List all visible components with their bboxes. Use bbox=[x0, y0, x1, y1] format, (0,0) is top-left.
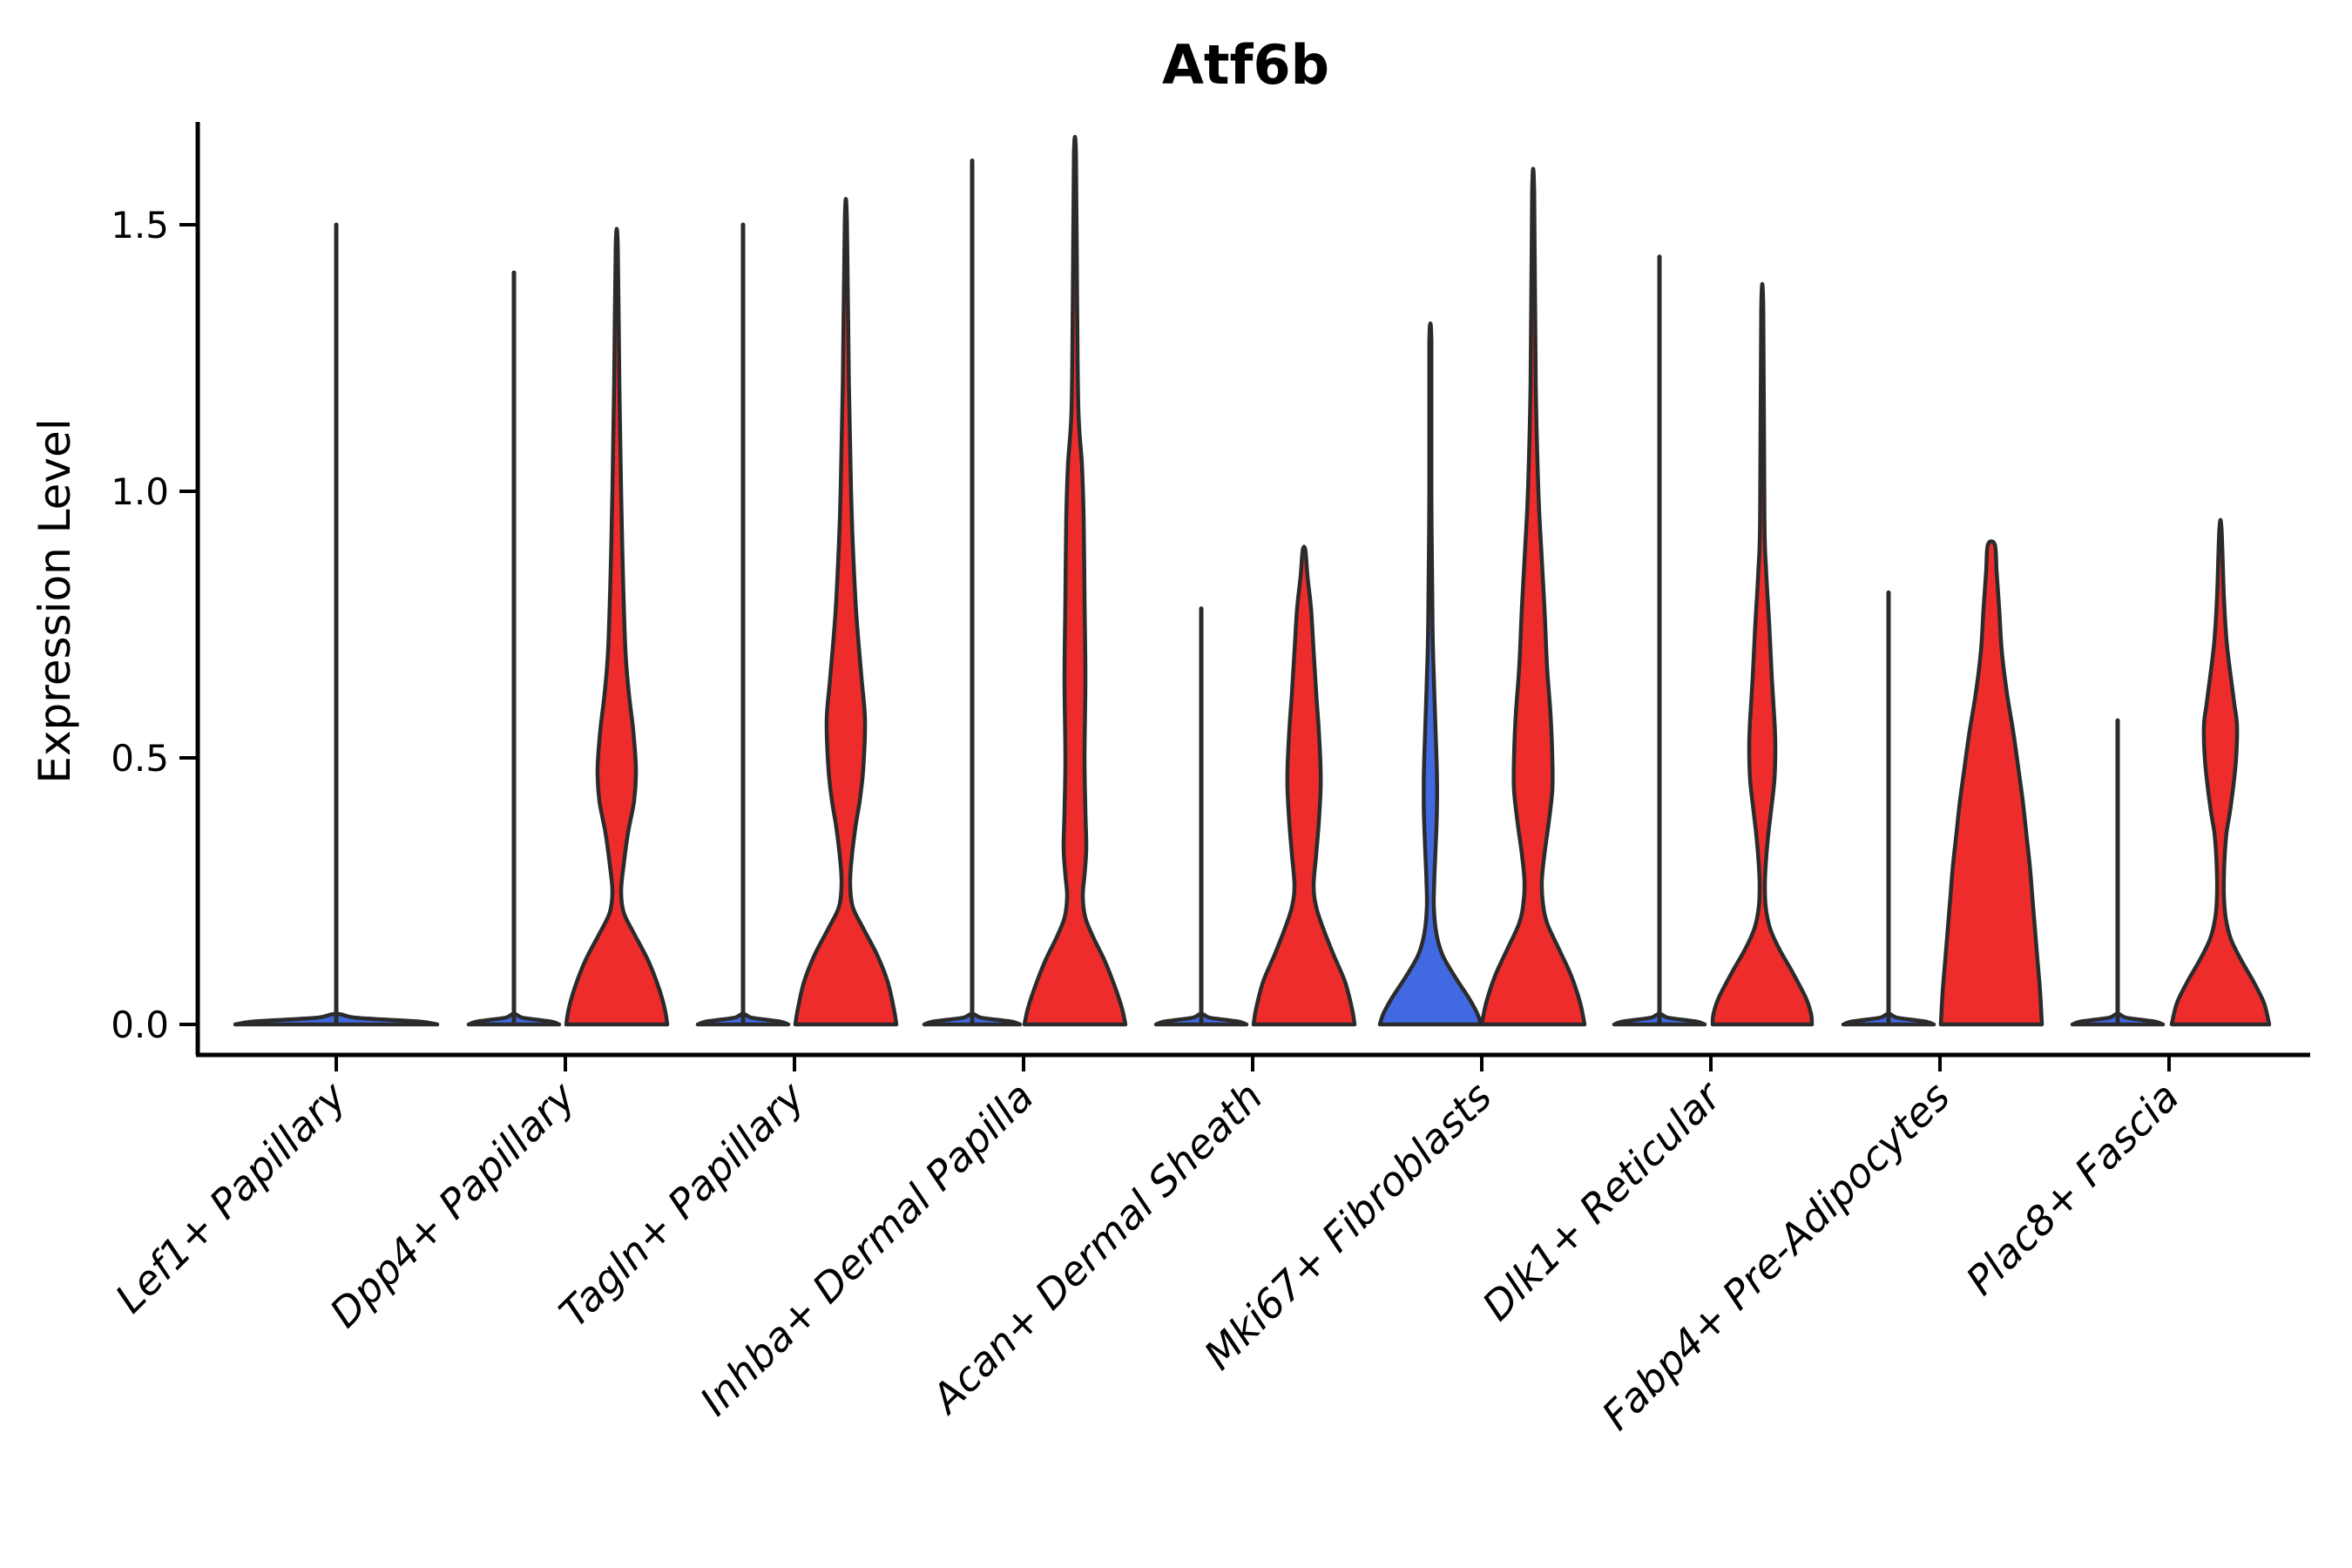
y-tick-label: 0.5 bbox=[111, 737, 169, 780]
x-tick-label-3: Tagln+ Papillary bbox=[550, 1072, 814, 1336]
violin-acan-dermal-sheath-left bbox=[1153, 606, 1249, 1027]
violin-dpp4-papillary-right-shape bbox=[564, 226, 670, 1027]
violin-fabp4-pre-adipocytes-right bbox=[1938, 539, 2044, 1027]
y-tick-label: 1.0 bbox=[111, 470, 169, 513]
violin-plac8-fascia-right-shape bbox=[2169, 517, 2272, 1027]
violin-acan-dermal-sheath-right-shape bbox=[1251, 544, 1357, 1027]
violin-acan-dermal-sheath-right bbox=[1251, 544, 1357, 1027]
violin-dlk1-reticular-right bbox=[1710, 282, 1815, 1027]
violin-mki67-fibroblasts-right bbox=[1479, 166, 1587, 1027]
violin-dpp4-papillary-right bbox=[564, 226, 670, 1027]
violin-mki67-fibroblasts-right-shape bbox=[1479, 166, 1587, 1027]
violin-plac8-fascia-left bbox=[2070, 718, 2166, 1027]
violin-inhba-dermal-papilla-right-shape bbox=[1022, 134, 1128, 1027]
x-tick-label-9: Plac8+ Fascia bbox=[1957, 1073, 2187, 1304]
violin-dpp4-papillary-left bbox=[466, 270, 562, 1027]
violin-dlk1-reticular-right-shape bbox=[1710, 282, 1815, 1027]
violin-tagln-papillary-left bbox=[695, 222, 791, 1027]
y-tick-label: 0.0 bbox=[111, 1004, 169, 1046]
violin-inhba-dermal-papilla-left bbox=[922, 159, 1023, 1027]
violin-fabp4-pre-adipocytes-right-shape bbox=[1938, 539, 2044, 1027]
y-axis-label: Expression Level bbox=[30, 418, 80, 783]
x-tick-label-1: Lef1+ Papillary bbox=[106, 1072, 355, 1321]
violin-mki67-fibroblasts-left bbox=[1377, 321, 1484, 1027]
chart-title: Atf6b bbox=[1162, 33, 1329, 97]
violin-lef1-papillary-center bbox=[233, 222, 440, 1027]
violin-tagln-papillary-right-shape bbox=[793, 197, 899, 1027]
x-tick-label-2: Dpp4+ Papillary bbox=[321, 1072, 585, 1336]
violin-tagln-papillary-right bbox=[793, 197, 899, 1027]
violins-layer bbox=[233, 134, 2272, 1027]
violin-dlk1-reticular-left bbox=[1612, 254, 1707, 1027]
violin-plac8-fascia-right bbox=[2169, 517, 2272, 1027]
violin-inhba-dermal-papilla-right bbox=[1022, 134, 1128, 1027]
violin-fabp4-pre-adipocytes-left bbox=[1841, 590, 1936, 1027]
violin-mki67-fibroblasts-left-shape bbox=[1377, 321, 1484, 1027]
y-tick-label: 1.5 bbox=[111, 204, 169, 247]
x-tick-label-7: Dlk1+ Reticular bbox=[1473, 1071, 1732, 1329]
